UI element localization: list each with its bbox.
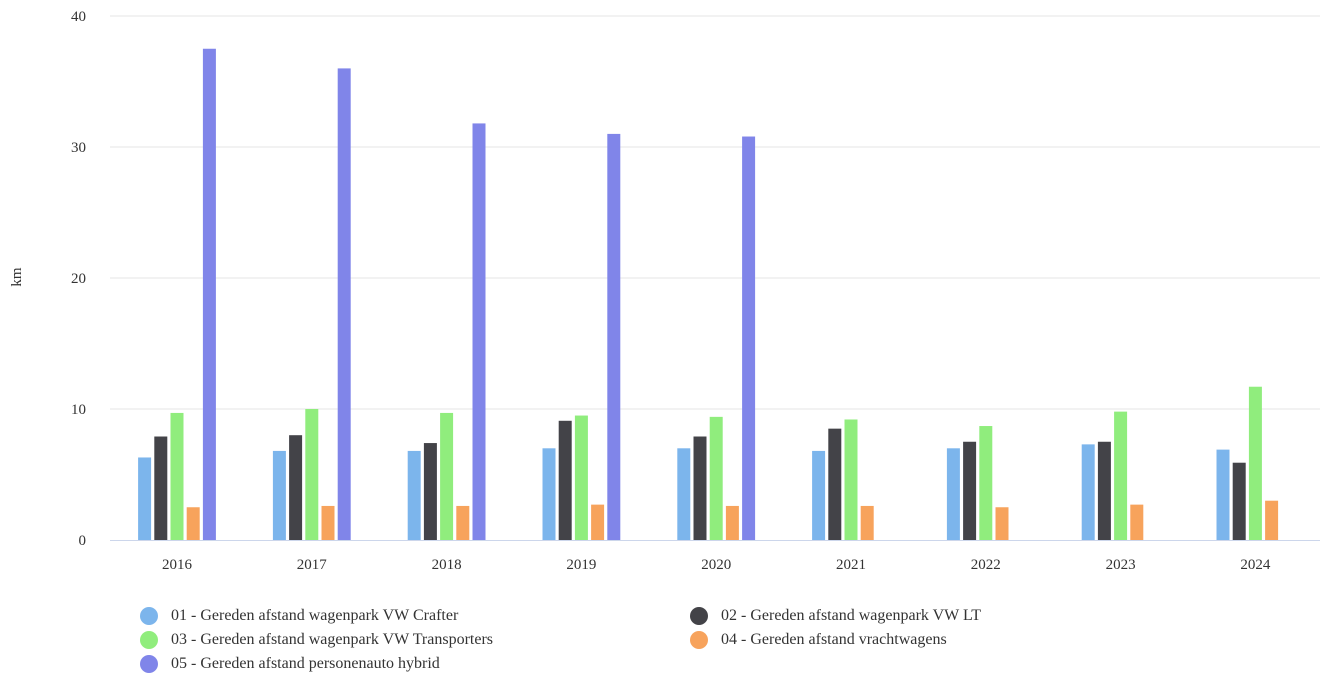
bar[interactable]: [1097, 441, 1111, 540]
y-axis: 0 10 20 30 40: [71, 9, 86, 549]
bar[interactable]: [154, 436, 168, 540]
bar[interactable]: [946, 448, 960, 540]
bar[interactable]: [844, 419, 858, 540]
bar[interactable]: [337, 68, 351, 541]
bar[interactable]: [574, 415, 588, 540]
bar[interactable]: [1081, 444, 1095, 540]
bar[interactable]: [979, 426, 993, 540]
gridlines: [110, 15, 1320, 410]
bars: [138, 48, 1279, 541]
legend-marker: [140, 631, 158, 649]
bar[interactable]: [812, 450, 826, 540]
bar[interactable]: [456, 505, 470, 540]
bar[interactable]: [1114, 411, 1128, 540]
legend-label: 02 - Gereden afstand wagenpark VW LT: [721, 607, 982, 624]
bar[interactable]: [591, 504, 605, 540]
bar[interactable]: [272, 450, 286, 540]
x-tick-label: 2021: [836, 557, 866, 573]
bar[interactable]: [607, 133, 621, 540]
bar[interactable]: [677, 448, 691, 540]
bar[interactable]: [995, 507, 1009, 540]
bar[interactable]: [407, 450, 421, 540]
bar[interactable]: [725, 505, 739, 540]
bar[interactable]: [709, 416, 723, 540]
bar[interactable]: [742, 136, 756, 540]
y-axis-title: km: [9, 267, 25, 287]
legend: 01 - Gereden afstand wagenpark VW Crafte…: [140, 604, 1240, 676]
bar[interactable]: [1248, 386, 1262, 540]
legend-label: 03 - Gereden afstand wagenpark VW Transp…: [171, 631, 493, 648]
x-axis: 2016 2017 2018 2019 2020 2021 2022 2023 2024: [110, 540, 1320, 573]
bar[interactable]: [1216, 449, 1230, 540]
bar[interactable]: [558, 420, 572, 540]
bar[interactable]: [693, 436, 707, 540]
x-tick-label: 2020: [701, 557, 731, 573]
bar[interactable]: [542, 448, 556, 540]
bar[interactable]: [963, 441, 977, 540]
x-tick-label: 2019: [566, 557, 596, 573]
legend-item-lt[interactable]: 02 - Gereden afstand wagenpark VW LT: [690, 607, 1240, 625]
bar[interactable]: [321, 505, 335, 540]
bar[interactable]: [860, 505, 874, 540]
bar[interactable]: [138, 457, 152, 540]
legend-label: 04 - Gereden afstand vrachtwagens: [721, 631, 947, 648]
bar[interactable]: [828, 428, 842, 540]
x-tick-label: 2016: [162, 557, 193, 573]
y-tick-label: 40: [71, 9, 86, 25]
bar[interactable]: [170, 412, 184, 540]
bar-chart: 2016 2017 2018 2019 2020 2021 2022 2023 2024 0 10…: [9, 9, 1320, 573]
bar[interactable]: [423, 443, 437, 540]
bar[interactable]: [1130, 504, 1144, 540]
legend-label: 05 - Gereden afstand personenauto hybrid: [171, 655, 440, 672]
bar[interactable]: [1232, 462, 1246, 540]
x-tick-label: 2017: [297, 557, 328, 573]
x-tick-label: 2024: [1240, 557, 1271, 573]
bar[interactable]: [289, 435, 303, 540]
legend-item-transporters[interactable]: 03 - Gereden afstand wagenpark VW Transp…: [140, 631, 690, 649]
x-tick-label: 2018: [432, 557, 462, 573]
legend-marker: [140, 655, 158, 673]
bar[interactable]: [305, 409, 319, 540]
bar[interactable]: [472, 123, 486, 541]
legend-marker: [140, 607, 158, 625]
bar[interactable]: [440, 412, 454, 540]
y-tick-label: 20: [71, 271, 86, 287]
bar[interactable]: [1265, 500, 1279, 540]
y-tick-label: 10: [71, 402, 86, 418]
x-tick-label: 2023: [1106, 557, 1136, 573]
legend-marker: [690, 631, 708, 649]
bar[interactable]: [202, 48, 216, 540]
legend-marker: [690, 607, 708, 625]
bar[interactable]: [186, 507, 200, 540]
x-tick-label: 2022: [971, 557, 1001, 573]
legend-item-crafter[interactable]: 01 - Gereden afstand wagenpark VW Crafte…: [140, 607, 690, 625]
y-tick-label: 30: [71, 140, 86, 156]
y-tick-label: 0: [79, 533, 87, 549]
legend-item-vrachtwagens[interactable]: 04 - Gereden afstand vrachtwagens: [690, 631, 1240, 649]
legend-label: 01 - Gereden afstand wagenpark VW Crafte…: [171, 607, 459, 624]
legend-item-hybrid[interactable]: 05 - Gereden afstand personenauto hybrid: [140, 655, 695, 673]
